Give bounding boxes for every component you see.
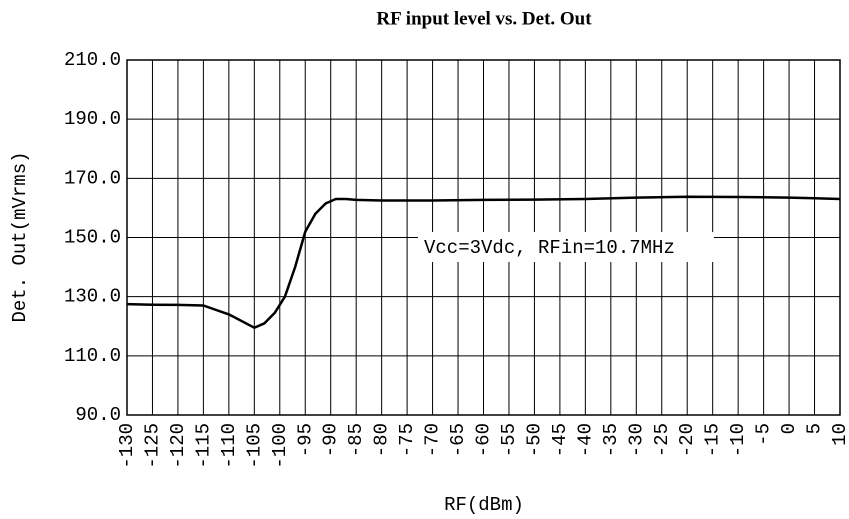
x-tick-label: -80 (371, 423, 393, 457)
x-tick-label: -40 (574, 423, 596, 457)
x-tick-label: -95 (294, 423, 316, 457)
x-tick-label: -55 (498, 423, 520, 457)
data-line (126, 195, 841, 329)
y-tick-label: 210.0 (64, 49, 121, 71)
x-tick-label: -65 (447, 423, 469, 457)
plot-border (126, 59, 841, 416)
x-tick-label: -115 (192, 423, 214, 469)
x-tick-label: -60 (473, 423, 495, 457)
y-tick-label: 170.0 (64, 167, 121, 189)
x-tick-label: -45 (549, 423, 571, 457)
x-tick-label: -35 (600, 423, 622, 457)
y-tick-label: 90.0 (75, 404, 121, 426)
x-tick-label: -130 (116, 423, 138, 469)
y-tick-label: 110.0 (64, 345, 121, 367)
x-axis-label: RF(dBm) (444, 494, 524, 516)
x-tick-label: 5 (804, 423, 826, 434)
annotation: Vcc=3Vdc, RFin=10.7MHz (424, 237, 675, 259)
x-tick-label: -15 (702, 423, 724, 457)
x-tick-label: 0 (778, 423, 800, 434)
y-tick-label: 190.0 (64, 108, 121, 130)
x-tick-label: 10 (829, 423, 849, 446)
x-tick-label: -70 (422, 423, 444, 457)
x-tick-label: -120 (167, 423, 189, 469)
x-tick-label: -50 (523, 423, 545, 457)
x-tick-label: -5 (753, 423, 775, 446)
x-tick-label: -20 (676, 423, 698, 457)
x-tick-label: -125 (141, 423, 163, 469)
y-axis-label: Det. Out(mVrms) (9, 151, 31, 322)
x-tick-label: -85 (345, 423, 367, 457)
x-tick-label: -30 (625, 423, 647, 457)
x-tick-label: -110 (218, 423, 240, 469)
x-tick-label: -105 (243, 423, 265, 469)
x-tick-label: -75 (396, 423, 418, 457)
x-tick-label: -100 (269, 423, 291, 469)
chart-title: RF input level vs. Det. Out (376, 8, 592, 29)
x-tick-label: -25 (651, 423, 673, 457)
annotation-bg (418, 232, 714, 262)
x-tick-label: -10 (727, 423, 749, 457)
x-tick-label: -90 (320, 423, 342, 457)
y-tick-label: 130.0 (64, 286, 121, 308)
y-tick-label: 150.0 (64, 227, 121, 249)
